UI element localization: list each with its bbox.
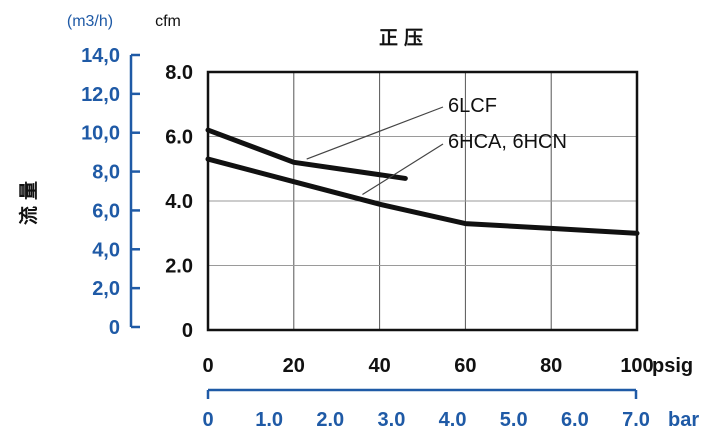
series-label: 6HCA, 6HCN — [448, 131, 567, 153]
y-tick-label: 4.0 — [165, 191, 193, 213]
series — [205, 127, 640, 236]
secondary-x-tick-label: 5.0 — [500, 409, 528, 430]
chart-title: 正压 — [379, 27, 429, 49]
x-tick-label: 0 — [202, 355, 213, 377]
axes — [129, 53, 639, 399]
series-line — [205, 156, 640, 236]
secondary-x-tick-label: 1.0 — [255, 409, 283, 430]
secondary-y-tick-label: 8,0 — [92, 162, 120, 184]
y-tick-label: 2.0 — [165, 256, 193, 278]
secondary-y-tick-label: 4,0 — [92, 239, 120, 261]
x-tick-label: 100 — [620, 355, 653, 377]
y-axis-label: 流量 — [17, 175, 40, 225]
annotations: 6LCF 6HCA, 6HCN — [306, 95, 567, 196]
series-line — [205, 127, 408, 181]
y-tick-label: 6.0 — [165, 127, 193, 149]
y-tick-label: 0 — [182, 320, 193, 342]
x-tick-label: 40 — [368, 355, 390, 377]
grid — [208, 72, 637, 330]
y-tick-label: 8.0 — [165, 62, 193, 84]
secondary-x-unit: bar — [668, 409, 699, 430]
x-tick-label: 60 — [454, 355, 476, 377]
secondary-y-tick-label: 6,0 — [92, 200, 120, 222]
secondary-x-tick-label: 0 — [202, 409, 213, 430]
x-tick-label: 20 — [283, 355, 305, 377]
secondary-y-tick-label: 14,0 — [81, 45, 120, 67]
series-label: 6LCF — [448, 95, 497, 117]
annotation-leader — [362, 143, 444, 196]
secondary-y-tick-label: 0 — [109, 317, 120, 339]
secondary-y-tick-label: 12,0 — [81, 84, 120, 106]
secondary-x-tick-label: 7.0 — [622, 409, 650, 430]
secondary-x-tick-label: 2.0 — [316, 409, 344, 430]
x-axis-unit: psig — [652, 355, 693, 377]
plot-frame — [206, 70, 639, 332]
x-tick-label: 80 — [540, 355, 562, 377]
secondary-x-tick-label: 6.0 — [561, 409, 589, 430]
tick-labels: 0 20 40 60 80 100 0 2.0 4.0 6.0 8.0 0 2,0 4,0 6,0 8,0 10… — [81, 45, 654, 430]
secondary-x-tick-label: 4.0 — [439, 409, 467, 430]
secondary-y-tick-label: 10,0 — [81, 123, 120, 145]
secondary-x-tick-label: 3.0 — [378, 409, 406, 430]
secondary-y-tick-label: 2,0 — [92, 278, 120, 300]
annotation-leader — [306, 106, 444, 160]
secondary-y-unit: (m3/h) — [67, 13, 113, 30]
primary-y-unit: cfm — [155, 13, 181, 30]
